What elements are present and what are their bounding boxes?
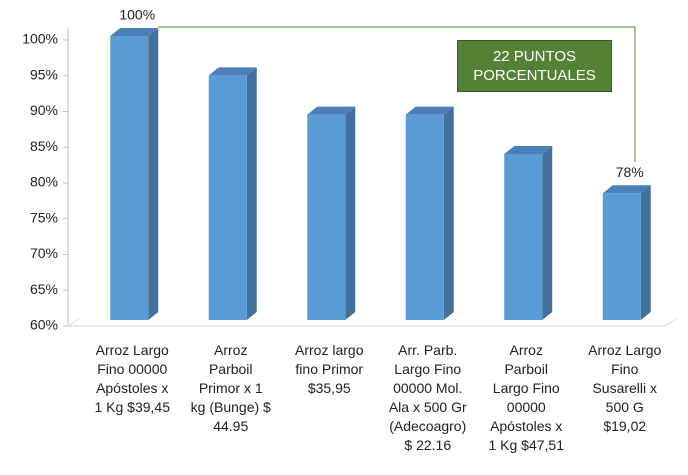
bar-side — [246, 67, 257, 320]
bar-side — [345, 106, 356, 321]
annotation-box: 22 PUNTOS PORCENTUALES — [457, 40, 612, 92]
data-label: 100% — [119, 7, 155, 23]
connector-line — [158, 26, 636, 162]
bar-front — [208, 75, 247, 320]
bar — [110, 28, 159, 320]
y-tick-label: 60% — [30, 317, 58, 333]
x-tick-label: Arroz Parboil Primor x 1 kg (Bunge) $ 44… — [190, 342, 271, 434]
bar — [504, 145, 553, 320]
bar — [307, 106, 356, 321]
y-tick-label: 90% — [30, 102, 58, 118]
bar-front — [405, 114, 444, 321]
bar-front — [504, 153, 543, 320]
x-tick-label: Arroz Largo Fino 00000 Apóstoles x 1 Kg … — [94, 342, 170, 415]
bar — [405, 106, 454, 321]
x-tick-label: Arroz Largo Fino Susarelli x 500 G $19,0… — [588, 342, 662, 434]
y-tick-label: 95% — [30, 66, 58, 82]
y-tick-label: 80% — [30, 174, 58, 190]
y-tick-label: 75% — [30, 209, 58, 225]
y-tick-label: 70% — [30, 245, 58, 261]
bar-top — [208, 67, 257, 76]
y-tick-label: 65% — [30, 281, 58, 297]
x-tick-label: Arroz Parboil Largo Fino 00000 Apóstoles… — [488, 342, 564, 453]
bar-top — [504, 145, 553, 154]
bar-side — [443, 106, 454, 321]
x-tick-label: Arroz largo fino Primor $35,95 — [295, 342, 364, 396]
y-tick-label: 100% — [22, 31, 58, 47]
bar-front — [110, 36, 149, 320]
bar-side — [542, 145, 553, 320]
bar — [602, 185, 651, 320]
y-tick-label: 85% — [30, 138, 58, 154]
bar-top — [405, 106, 454, 115]
bar — [208, 67, 257, 320]
bar-front — [307, 114, 346, 321]
data-label: 78% — [616, 164, 644, 180]
bar-top — [602, 185, 651, 194]
x-tick-label: Arr. Parb. Largo Fino 00000 Mol. Ala x 5… — [388, 342, 467, 453]
bar-front — [602, 193, 641, 320]
bar-side — [640, 185, 651, 320]
bar-top — [307, 106, 356, 115]
floor — [66, 317, 678, 327]
bar-side — [148, 28, 159, 320]
bar-top — [110, 28, 159, 36]
